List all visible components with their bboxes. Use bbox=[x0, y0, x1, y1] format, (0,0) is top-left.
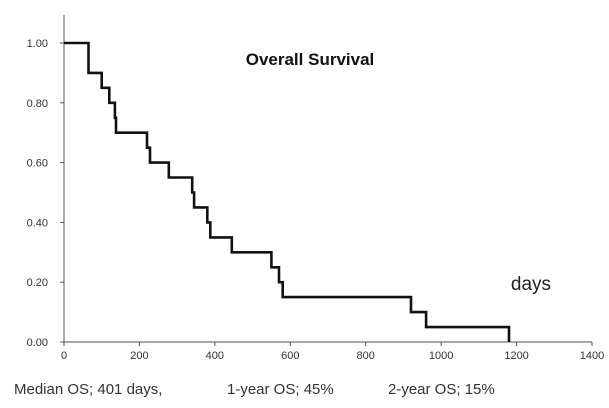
x-tick-label: 200 bbox=[130, 350, 148, 362]
two-year-os-text: 2-year OS; 15% bbox=[388, 381, 495, 398]
one-year-os-text: 1-year OS; 45% bbox=[227, 381, 334, 398]
survival-curve bbox=[64, 41, 511, 342]
ticks: 0.00 0.20 0.40 0.60 0.80 1.00 0 200 400 600 800 100… bbox=[27, 38, 605, 362]
y-tick-label: 0.20 bbox=[27, 277, 48, 289]
y-tick-label: 0.80 bbox=[27, 98, 48, 110]
x-tick-label: 1000 bbox=[429, 350, 453, 362]
x-tick-label: 1400 bbox=[580, 350, 604, 362]
y-tick-label: 0.00 bbox=[27, 337, 48, 349]
x-tick-label: 800 bbox=[357, 350, 375, 362]
plot-area bbox=[64, 41, 511, 342]
axes bbox=[63, 15, 592, 343]
y-tick-label: 0.60 bbox=[27, 158, 48, 170]
days-annotation: days bbox=[511, 274, 551, 295]
y-tick-label: 0.40 bbox=[27, 217, 48, 229]
x-tick-label: 0 bbox=[61, 350, 67, 362]
median-os-text: Median OS; 401 days, bbox=[14, 381, 163, 398]
y-tick-label: 1.00 bbox=[27, 38, 48, 50]
x-tick-label: 400 bbox=[206, 350, 224, 362]
x-tick-label: 600 bbox=[281, 350, 299, 362]
chart-title: Overall Survival bbox=[246, 50, 375, 69]
x-tick-label: 1200 bbox=[504, 350, 528, 362]
